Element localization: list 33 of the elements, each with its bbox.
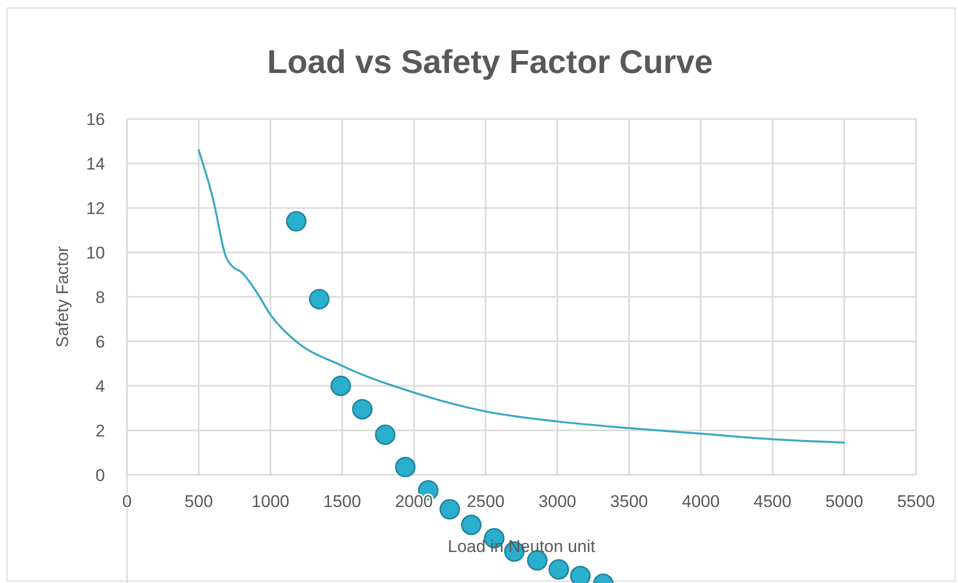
chart-title: Load vs Safety Factor Curve	[267, 43, 713, 80]
y-tick-label: 14	[86, 154, 105, 174]
point	[440, 499, 460, 520]
y-axis-title: Safety Factor	[53, 246, 72, 348]
x-tick-label: 5000	[825, 492, 864, 511]
x-tick-label: 1500	[323, 492, 362, 511]
y-tick-label: 4	[96, 376, 105, 396]
x-tick-label: 0	[122, 492, 132, 511]
x-tick-label: 5500	[897, 492, 935, 511]
point	[330, 376, 351, 396]
x-tick-label: 2000	[394, 492, 433, 511]
x-tick-label: 3500	[610, 492, 648, 511]
x-tick-label: 3000	[538, 492, 576, 511]
y-tick-label: 8	[96, 288, 105, 307]
y-tick-label: 2	[96, 421, 105, 440]
x-tick-label: 4000	[682, 492, 720, 511]
line-series	[198, 149, 846, 444]
y-tick-label: 16	[86, 110, 105, 129]
x-tick-label: 2500	[466, 492, 505, 511]
x-tick-label: 1000	[252, 492, 290, 511]
y-tick-label: 0	[96, 466, 105, 485]
y-tick-label: 12	[86, 198, 105, 218]
point	[548, 559, 570, 580]
point	[352, 398, 373, 420]
point	[395, 456, 416, 478]
x-tick-label: 500	[184, 492, 213, 511]
point	[461, 514, 482, 536]
point	[374, 424, 396, 446]
point	[308, 288, 330, 310]
y-tick-label: 6	[96, 332, 105, 352]
x-tick-label: 4500	[754, 492, 792, 511]
point	[286, 211, 307, 232]
y-tick-label: 10	[86, 243, 105, 262]
